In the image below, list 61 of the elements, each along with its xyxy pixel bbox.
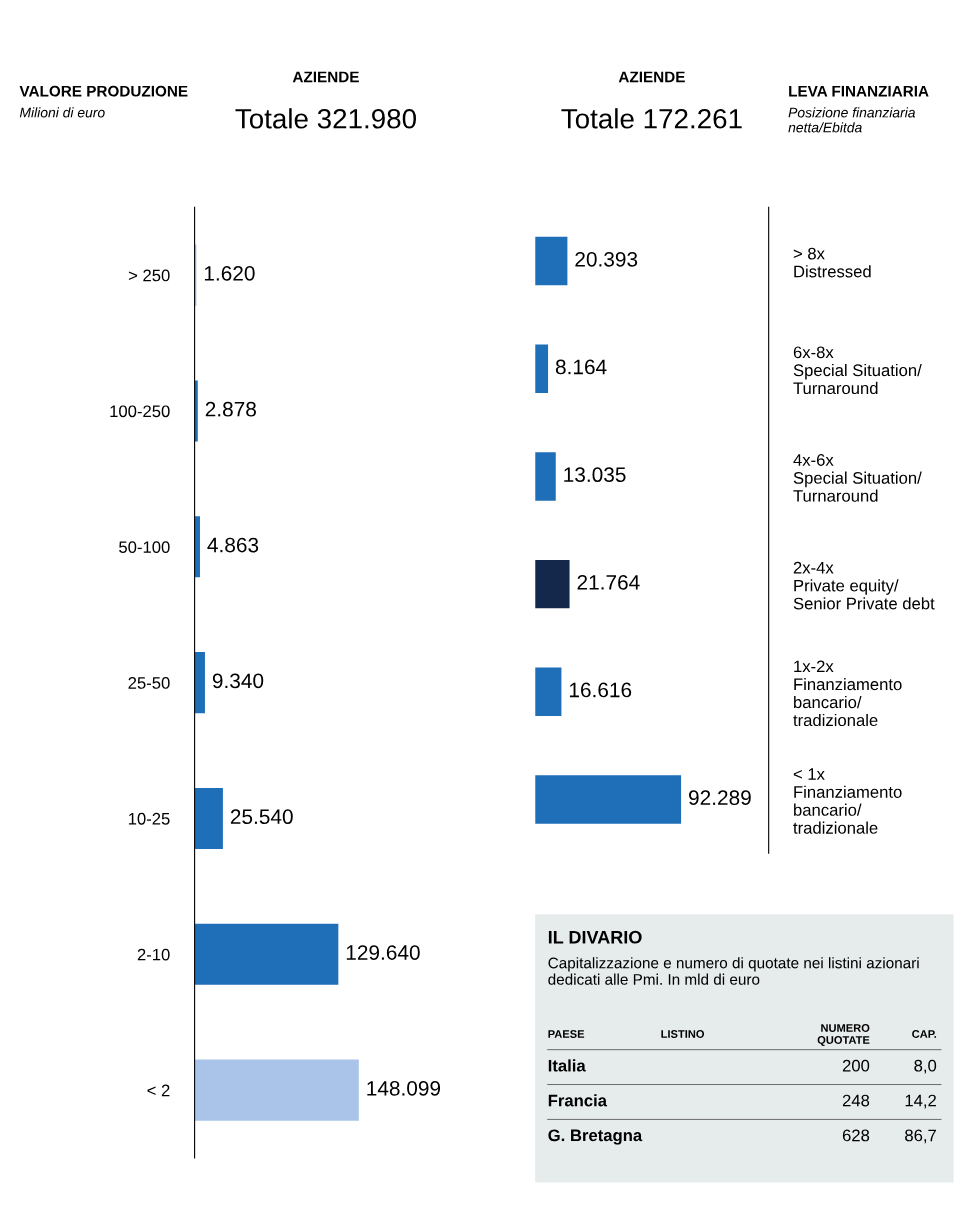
bar (535, 452, 556, 501)
text: Francia (548, 1094, 608, 1107)
chart-subtitle: Totale 172.261 (561, 108, 742, 129)
y-tick-label: 1x-2x Finanziamento bancario/ tradizionale (793, 660, 902, 727)
text: NUMERO QUOTATE (817, 1024, 870, 1046)
text: Italia (548, 1059, 586, 1072)
y-tick-label: 4x-6x Special Situation/ Turnaround (793, 454, 922, 502)
bar (194, 652, 205, 714)
bar (194, 787, 223, 850)
y-tick-label: 2x-4x Private equity/ Senior Private debt (793, 561, 935, 610)
y-tick-label: < 1x Finanziamento bancario/ tradizionale (793, 768, 902, 834)
y-tick-label: > 8x Distressed (793, 247, 871, 278)
data-label: 1.620 (204, 265, 255, 281)
y-tick-label: 25-50 (128, 677, 170, 689)
chart-subtitle: Totale 321.980 (235, 108, 416, 129)
text: 14,2 (905, 1094, 936, 1109)
text: CAP. (912, 1030, 937, 1038)
text: LEVA FINANZIARIA (789, 85, 929, 97)
data-label: 25.540 (230, 809, 293, 825)
bar (535, 559, 570, 609)
bar (194, 923, 339, 985)
y-tick-label: > 250 (128, 269, 170, 282)
data-label: 148.099 (367, 1080, 441, 1096)
text: LISTINO (661, 1030, 705, 1038)
chart-title: AZIENDE (618, 71, 685, 83)
data-label: 20.393 (575, 251, 638, 267)
data-label: 16.616 (569, 682, 632, 698)
text: PAESE (548, 1030, 585, 1038)
data-label: 92.289 (689, 790, 751, 806)
bar (535, 667, 562, 717)
text: Posizione finanziaria netta/Ebitda (788, 107, 916, 133)
data-label: 8.164 (555, 359, 607, 375)
text: 8,0 (914, 1059, 937, 1074)
bar (535, 344, 549, 393)
bar (535, 775, 682, 824)
text: Capitalizzazione e numero di quotate nei listini azionari dedicati alle Pmi. In mld di euro (548, 957, 919, 985)
data-label: 9.340 (212, 673, 264, 689)
chart-title: AZIENDE (292, 71, 359, 83)
bar (535, 236, 568, 286)
data-label: 13.035 (564, 467, 626, 483)
data-label: 2.878 (205, 401, 256, 417)
text: 248 (842, 1094, 870, 1107)
y-tick-label: < 2 (147, 1084, 170, 1097)
text: VALORE PRODUZIONE (19, 85, 188, 97)
data-label: 21.764 (577, 574, 640, 590)
text: 628 (842, 1129, 870, 1142)
bar (194, 516, 200, 578)
data-label: 129.640 (346, 945, 420, 960)
bar (194, 1059, 359, 1121)
y-tick-label: 50-100 (119, 541, 170, 554)
bar (194, 380, 198, 442)
text: 200 (842, 1059, 870, 1072)
y-tick-label: 100-250 (110, 405, 170, 418)
y-tick-label: 2-10 (137, 948, 170, 961)
text: IL DIVARIO (548, 930, 642, 944)
y-tick-label: 6x-8x Special Situation/ Turnaround (793, 346, 922, 395)
y-tick-label: 10-25 (128, 812, 170, 825)
text: 86,7 (905, 1129, 936, 1144)
data-label: 4.863 (207, 537, 259, 553)
text: G. Bretagna (548, 1129, 643, 1145)
text: Milioni di euro (19, 107, 105, 118)
